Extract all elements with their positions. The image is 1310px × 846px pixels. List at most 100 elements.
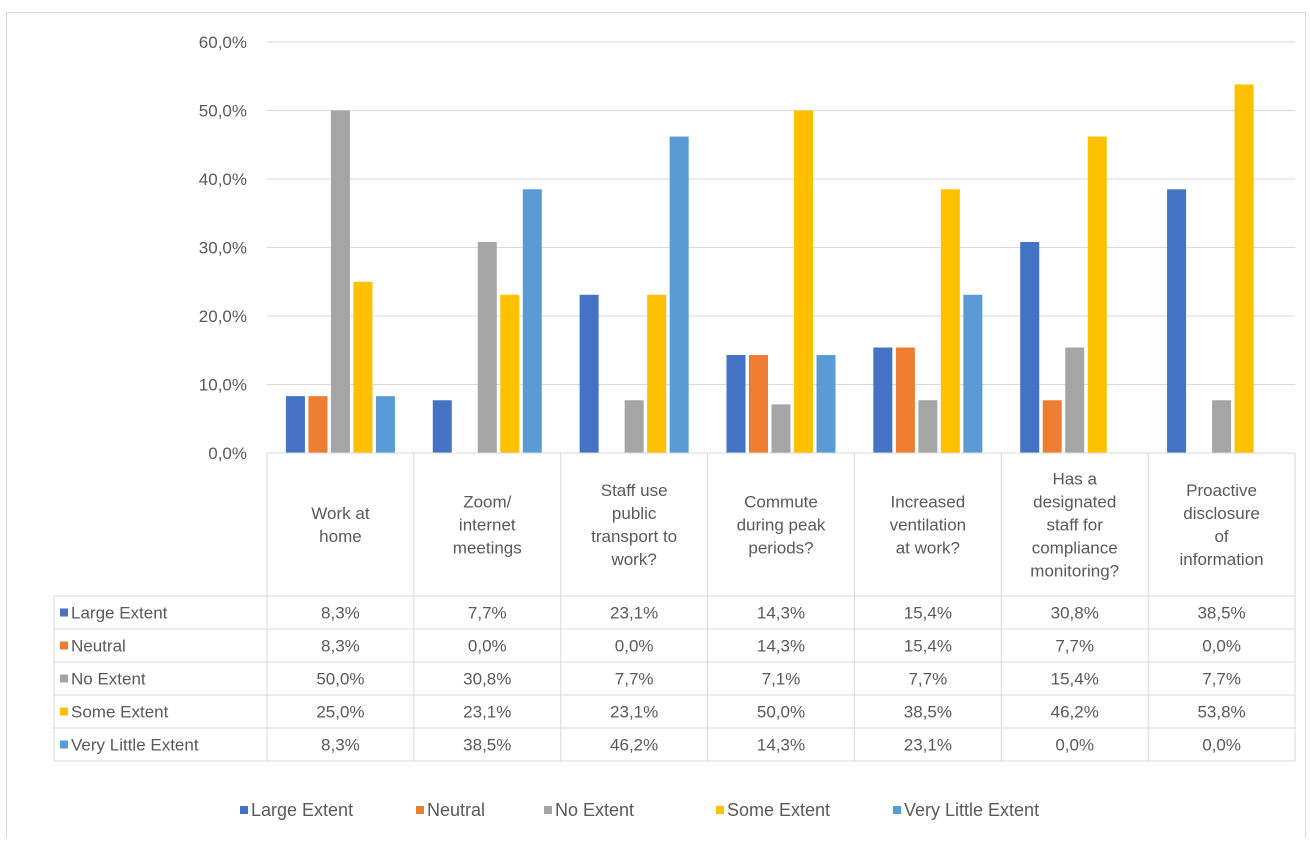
table-cell: 15,4% bbox=[904, 604, 952, 623]
table-cell: 50,0% bbox=[316, 670, 364, 689]
bar bbox=[1167, 189, 1187, 453]
category-label: Commute bbox=[744, 493, 818, 512]
bar bbox=[624, 400, 644, 453]
table-cell: 8,3% bbox=[321, 604, 360, 623]
bars bbox=[285, 84, 1254, 453]
bar bbox=[647, 294, 667, 453]
table-cell: 14,3% bbox=[757, 637, 805, 656]
category-label: Has a bbox=[1053, 470, 1098, 489]
y-tick-label: 0,0% bbox=[208, 444, 247, 463]
category-label: internet bbox=[459, 516, 516, 535]
category-label: work? bbox=[610, 550, 656, 569]
category-label: Zoom/ bbox=[463, 493, 511, 512]
legend: Large Extent Neutral No Extent Some Extent V… bbox=[240, 800, 1039, 820]
table-cell: 38,5% bbox=[1197, 604, 1245, 623]
table-cell: 14,3% bbox=[757, 604, 805, 623]
legend-key-swatch bbox=[60, 641, 68, 650]
table-cell: 7,7% bbox=[468, 604, 507, 623]
category-label: during peak bbox=[737, 516, 826, 535]
category-label: transport to bbox=[591, 527, 677, 546]
table-cell: 50,0% bbox=[757, 703, 805, 722]
table-cell: 38,5% bbox=[904, 703, 952, 722]
table-cell: 53,8% bbox=[1197, 703, 1245, 722]
table-cell: 7,7% bbox=[1055, 637, 1094, 656]
bar bbox=[918, 400, 938, 453]
category-label: Increased bbox=[891, 493, 966, 512]
bar bbox=[285, 396, 305, 453]
category-label: information bbox=[1180, 550, 1264, 569]
table-row-label: Neutral bbox=[71, 637, 126, 656]
legend-swatch bbox=[544, 806, 552, 814]
table-cell: 14,3% bbox=[757, 736, 805, 755]
table-cell: 0,0% bbox=[1202, 637, 1241, 656]
table-cell: 30,8% bbox=[463, 670, 511, 689]
bar bbox=[771, 404, 791, 453]
legend-label: Large Extent bbox=[251, 800, 353, 820]
table-cell: 30,8% bbox=[1051, 604, 1099, 623]
table-cell: 7,7% bbox=[908, 670, 947, 689]
bar bbox=[940, 189, 960, 453]
table-cell: 7,7% bbox=[1202, 670, 1241, 689]
category-label: ventilation bbox=[890, 516, 967, 535]
category-label: Staff use bbox=[601, 481, 668, 500]
table-cell: 0,0% bbox=[1055, 736, 1094, 755]
bar bbox=[1212, 400, 1232, 453]
table-cell: 25,0% bbox=[316, 703, 364, 722]
y-tick-label: 30,0% bbox=[199, 239, 247, 258]
legend-label: No Extent bbox=[555, 800, 634, 820]
category-label: meetings bbox=[453, 539, 522, 558]
legend-key-swatch bbox=[60, 707, 68, 716]
table-cell: 23,1% bbox=[904, 736, 952, 755]
bar bbox=[579, 294, 599, 453]
bar bbox=[669, 136, 689, 453]
table-cell: 7,1% bbox=[762, 670, 801, 689]
legend-swatch bbox=[416, 806, 424, 814]
y-tick-label: 60,0% bbox=[199, 33, 247, 52]
bar bbox=[353, 281, 373, 453]
table-cell: 23,1% bbox=[610, 604, 658, 623]
bar bbox=[963, 294, 983, 453]
table-cell: 0,0% bbox=[468, 637, 507, 656]
legend-swatch bbox=[716, 806, 724, 814]
bar bbox=[873, 347, 893, 453]
category-label: Work at bbox=[311, 504, 370, 523]
chart-border bbox=[6, 12, 1306, 838]
bar bbox=[1234, 84, 1254, 453]
y-tick-label: 20,0% bbox=[199, 307, 247, 326]
table-row-label: No Extent bbox=[71, 670, 146, 689]
bar bbox=[330, 110, 350, 453]
table-cell: 23,1% bbox=[610, 703, 658, 722]
table-cell: 46,2% bbox=[610, 736, 658, 755]
gridlines bbox=[267, 41, 1295, 385]
legend-swatch bbox=[893, 806, 901, 814]
legend-label: Neutral bbox=[427, 800, 485, 820]
table-cell: 0,0% bbox=[1202, 736, 1241, 755]
legend-key-swatch bbox=[60, 674, 68, 683]
y-axis-tick-labels: 0,0% 10,0% 20,0% 30,0% 40,0% 50,0% 60,0% bbox=[199, 33, 247, 463]
category-label: home bbox=[319, 527, 362, 546]
table-cell: 46,2% bbox=[1051, 703, 1099, 722]
legend-label: Very Little Extent bbox=[904, 800, 1039, 820]
table-cell: 15,4% bbox=[904, 637, 952, 656]
bar bbox=[477, 242, 497, 453]
table-cell: 0,0% bbox=[615, 637, 654, 656]
table-row-label: Large Extent bbox=[71, 604, 168, 623]
category-label: staff for bbox=[1047, 516, 1104, 535]
table-row-label: Very Little Extent bbox=[71, 736, 199, 755]
bar bbox=[432, 400, 452, 453]
bar bbox=[1042, 400, 1062, 453]
y-tick-label: 40,0% bbox=[199, 170, 247, 189]
bar bbox=[308, 396, 328, 453]
legend-swatch bbox=[240, 806, 248, 814]
legend-key-swatch bbox=[60, 740, 68, 749]
data-table: Work at home Zoom/internet meetings Staff us… bbox=[53, 452, 1296, 762]
legend-key-swatch bbox=[60, 608, 68, 617]
bar bbox=[749, 355, 768, 453]
category-label: of bbox=[1214, 527, 1228, 546]
table-cell: 38,5% bbox=[463, 736, 511, 755]
bar bbox=[794, 110, 813, 453]
legend-label: Some Extent bbox=[727, 800, 830, 820]
table-cell: 7,7% bbox=[615, 670, 654, 689]
